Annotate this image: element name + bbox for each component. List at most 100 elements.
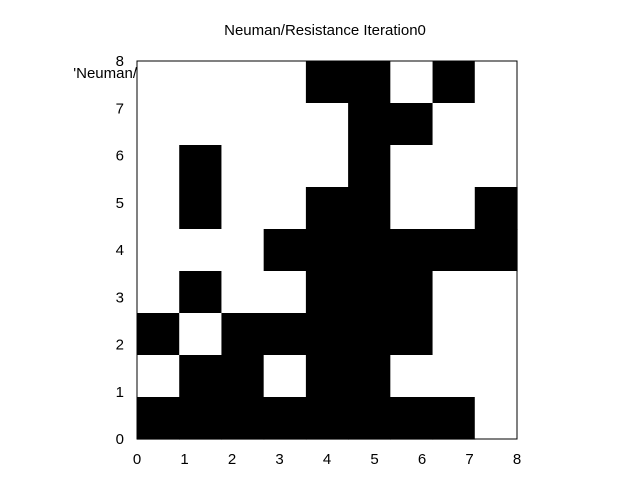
heatmap-cell bbox=[179, 61, 223, 104]
heatmap-cell bbox=[432, 397, 476, 440]
heatmap-cell bbox=[474, 313, 518, 356]
heatmap-cell bbox=[179, 313, 223, 356]
y-tick-label: 5 bbox=[116, 195, 124, 212]
y-tick-label: 1 bbox=[116, 384, 124, 401]
heatmap-cell bbox=[221, 355, 265, 398]
heatmap-cell bbox=[263, 61, 307, 104]
heatmap-cell bbox=[221, 229, 265, 272]
heatmap-cell bbox=[221, 61, 265, 104]
heatmap-cells bbox=[137, 61, 518, 440]
y-tick-label: 0 bbox=[116, 431, 124, 448]
legend-label: 'Neuman/ bbox=[73, 65, 138, 82]
heatmap-cell bbox=[221, 397, 265, 440]
y-tick-label: 7 bbox=[116, 100, 124, 117]
heatmap-cell bbox=[137, 313, 180, 356]
plot-border bbox=[136, 60, 518, 440]
y-tick-label: 3 bbox=[116, 289, 124, 306]
heatmap-cell bbox=[348, 229, 391, 272]
heatmap-cell bbox=[474, 145, 518, 188]
y-tick-label: 4 bbox=[116, 242, 124, 259]
heatmap-cell bbox=[263, 313, 307, 356]
heatmap-cell bbox=[179, 229, 223, 272]
heatmap-cell bbox=[390, 187, 434, 230]
x-tick-label: 2 bbox=[228, 451, 236, 468]
heatmap-cell bbox=[179, 145, 223, 188]
heatmap-cell bbox=[390, 397, 434, 440]
heatmap-cell bbox=[137, 103, 180, 146]
heatmap-cell bbox=[137, 271, 180, 314]
heatmap-cell bbox=[179, 187, 223, 230]
heatmap-cell bbox=[432, 313, 476, 356]
heatmap-cell bbox=[137, 355, 180, 398]
heatmap-cell bbox=[137, 61, 180, 104]
heatmap-cell bbox=[305, 397, 349, 440]
heatmap-cell bbox=[221, 145, 265, 188]
x-tick-label: 0 bbox=[133, 451, 141, 468]
heatmap-cell bbox=[179, 103, 223, 146]
y-tick-label: 8 bbox=[116, 53, 124, 70]
heatmap-cell bbox=[137, 229, 180, 272]
x-tick-label: 4 bbox=[323, 451, 331, 468]
heatmap-cell bbox=[474, 355, 518, 398]
heatmap-cell bbox=[179, 271, 223, 314]
heatmap-cell bbox=[348, 313, 391, 356]
y-tick-label: 6 bbox=[116, 148, 124, 165]
heatmap-cell bbox=[432, 355, 476, 398]
heatmap-cell bbox=[348, 103, 391, 146]
heatmap-cell bbox=[221, 187, 265, 230]
heatmap-cell bbox=[263, 355, 307, 398]
heatmap-cell bbox=[474, 397, 518, 440]
x-tick-label: 7 bbox=[465, 451, 473, 468]
heatmap-cell bbox=[348, 61, 391, 104]
heatmap-cell bbox=[263, 145, 307, 188]
y-axis-ticks: 0 1 2 3 4 5 6 7 8 bbox=[116, 53, 124, 448]
x-tick-label: 1 bbox=[180, 451, 188, 468]
x-tick-label: 8 bbox=[513, 451, 521, 468]
heatmap-cell bbox=[474, 187, 518, 230]
x-axis-ticks: 0 1 2 3 4 5 6 7 8 bbox=[133, 451, 521, 468]
heatmap-cell bbox=[348, 187, 391, 230]
heatmap-cell bbox=[179, 355, 223, 398]
heatmap-cell bbox=[390, 313, 434, 356]
x-tick-label: 6 bbox=[418, 451, 426, 468]
y-tick-label: 2 bbox=[116, 337, 124, 354]
heatmap-cell bbox=[221, 313, 265, 356]
heatmap-cell bbox=[474, 103, 518, 146]
heatmap-cell bbox=[390, 103, 434, 146]
heatmap-cell bbox=[263, 271, 307, 314]
heatmap-cell bbox=[305, 355, 349, 398]
heatmap-cell bbox=[348, 271, 391, 314]
x-tick-label: 5 bbox=[370, 451, 378, 468]
heatmap-cell bbox=[137, 187, 180, 230]
heatmap-cell bbox=[432, 145, 476, 188]
heatmap-cell bbox=[305, 313, 349, 356]
heatmap-cell bbox=[305, 145, 349, 188]
heatmap-cell bbox=[137, 145, 180, 188]
heatmap-cell bbox=[474, 61, 518, 104]
heatmap-cell bbox=[432, 103, 476, 146]
heatmap-cell bbox=[390, 61, 434, 104]
heatmap-cell bbox=[179, 397, 223, 440]
heatmap-cell bbox=[390, 355, 434, 398]
heatmap-cell bbox=[348, 145, 391, 188]
heatmap-cell bbox=[305, 103, 349, 146]
heatmap-cell bbox=[221, 103, 265, 146]
heatmap-cell bbox=[348, 397, 391, 440]
heatmap-cell bbox=[263, 397, 307, 440]
heatmap-cell bbox=[348, 355, 391, 398]
heatmap-cell bbox=[390, 229, 434, 272]
heatmap-cell bbox=[474, 229, 518, 272]
heatmap-cell bbox=[432, 229, 476, 272]
heatmap-cell bbox=[137, 397, 180, 440]
heatmap-cell bbox=[432, 61, 476, 104]
heatmap-cell bbox=[221, 271, 265, 314]
heatmap-cell bbox=[390, 145, 434, 188]
heatmap-cell bbox=[432, 187, 476, 230]
heatmap-cell bbox=[390, 271, 434, 314]
heatmap-cell bbox=[263, 103, 307, 146]
heatmap-cell bbox=[305, 271, 349, 314]
heatmap-cell bbox=[305, 61, 349, 104]
heatmap-cell bbox=[305, 229, 349, 272]
heatmap-cell bbox=[474, 271, 518, 314]
